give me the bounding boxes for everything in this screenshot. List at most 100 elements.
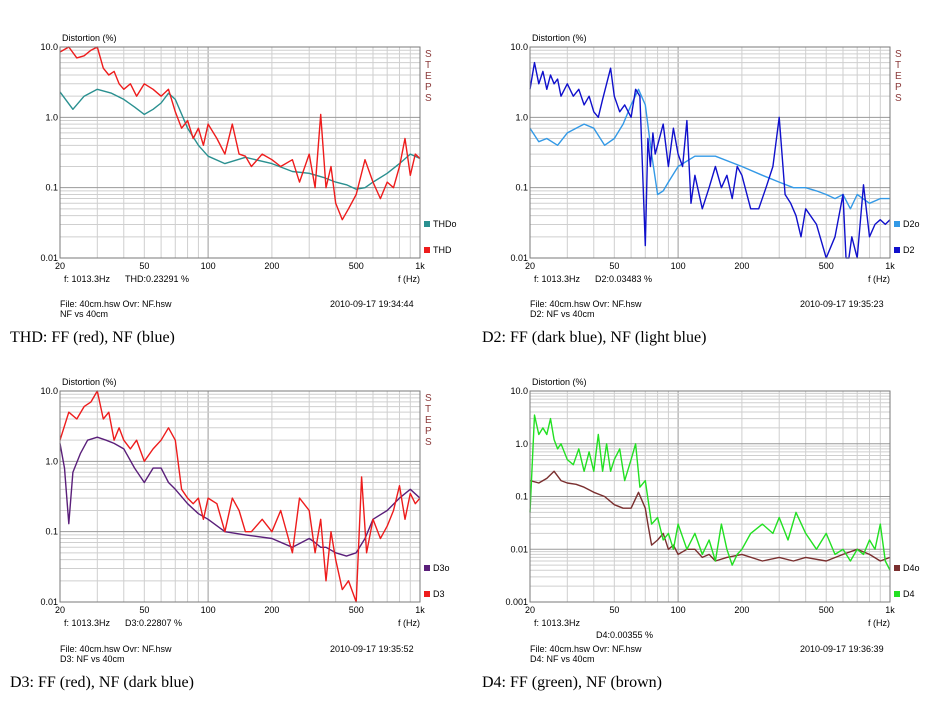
series-line-D2 — [529, 61, 891, 259]
steps-label-letter: S — [895, 49, 902, 60]
steps-label-letter: T — [895, 60, 901, 71]
steps-label-letter: E — [895, 71, 902, 82]
legend-swatch-D3 — [424, 591, 430, 597]
sub-line: D4: NF vs 40cm — [530, 654, 595, 664]
sub-line: D3: NF vs 40cm — [60, 654, 125, 664]
legend-label-D2: D2 — [903, 245, 915, 255]
legend-swatch-D2o — [894, 221, 900, 227]
x-tick-label: 20 — [55, 261, 65, 271]
timestamp: 2010-09-17 19:35:52 — [330, 644, 414, 654]
x-tick-label: 100 — [671, 261, 686, 271]
steps-label-letter: E — [425, 415, 432, 426]
caption-d2: D2: FF (dark blue), NF (light blue) — [482, 329, 707, 346]
y-tick-label: 0.1 — [45, 183, 58, 193]
legend-label-D3: D3 — [433, 589, 445, 599]
y-tick-label: 0.01 — [40, 597, 58, 607]
y-tick-label: 10.0 — [510, 42, 528, 52]
grid — [529, 391, 891, 603]
legend-label-THD: THD — [433, 245, 452, 255]
chart-panel-d3: Distortion (%) 10.0 1.0 0.1 0.01 20 50 100 200 50… — [0, 374, 460, 714]
x-axis-label: f (Hz) — [398, 618, 420, 628]
y-axis-label: Distortion (%) — [62, 377, 117, 387]
caption-d3: D3: FF (red), NF (dark blue) — [10, 674, 194, 691]
plot-frame — [59, 390, 421, 603]
plot-area — [530, 47, 890, 258]
y-tick-label: 0.001 — [505, 597, 528, 607]
sub-line: D2: NF vs 40cm — [530, 309, 595, 319]
x-axis-label: f (Hz) — [868, 618, 890, 628]
cursor-value: THD:0.23291 % — [125, 274, 190, 284]
timestamp: 2010-09-17 19:34:44 — [330, 299, 414, 309]
y-tick-label: 0.01 — [40, 253, 58, 263]
legend-label-D3o: D3o — [433, 563, 450, 573]
x-tick-label: 200 — [734, 261, 749, 271]
x-tick-label: 1k — [415, 261, 425, 271]
grid — [59, 47, 421, 259]
file-line: File: 40cm.hsw Ovr: NF.hsw — [60, 644, 172, 654]
legend-swatch-D4o — [894, 565, 900, 571]
cursor-value: D3:0.22807 % — [125, 618, 183, 628]
chart-panel-thd: Distortion (%) 10.0 1.0 0.1 0.01 20 50 100 200 50… — [0, 30, 460, 370]
x-tick-label: 100 — [201, 261, 216, 271]
plot-area — [60, 47, 420, 258]
y-tick-label: 0.01 — [510, 544, 528, 554]
x-tick-label: 100 — [201, 605, 216, 615]
x-tick-label: 200 — [264, 605, 279, 615]
caption-thd: THD: FF (red), NF (blue) — [10, 329, 175, 346]
x-tick-label: 1k — [885, 605, 895, 615]
sub-line: NF vs 40cm — [60, 309, 109, 319]
plot-area — [60, 391, 420, 602]
legend-label-THDo: THDo — [433, 219, 457, 229]
caption-d4: D4: FF (green), NF (brown) — [482, 674, 662, 691]
cursor-frequency: f: 1013.3Hz — [534, 274, 581, 284]
y-tick-label: 1.0 — [45, 112, 58, 122]
x-tick-label: 200 — [264, 261, 279, 271]
steps-label-letter: S — [895, 93, 902, 104]
series-line-D2o — [529, 88, 890, 210]
x-tick-label: 50 — [609, 261, 619, 271]
y-axis-label: Distortion (%) — [62, 33, 117, 43]
cursor-value: D4:0.00355 % — [596, 630, 654, 640]
timestamp: 2010-09-17 19:36:39 — [800, 644, 884, 654]
legend-label-D2o: D2o — [903, 219, 920, 229]
x-tick-label: 1k — [415, 605, 425, 615]
cursor-frequency: f: 1013.3Hz — [534, 618, 581, 628]
file-line: File: 40cm.hsw Ovr: NF.hsw — [60, 299, 172, 309]
file-line: File: 40cm.hsw Ovr: NF.hsw — [530, 299, 642, 309]
y-axis-label: Distortion (%) — [532, 33, 587, 43]
y-tick-label: 0.01 — [510, 253, 528, 263]
legend-swatch-THD — [424, 247, 430, 253]
steps-label-letter: S — [425, 49, 432, 60]
steps-label-letter: P — [895, 82, 902, 93]
chart-panel-d2: Distortion (%) 10.0 1.0 0.1 0.01 20 50 100 200 50… — [470, 30, 930, 370]
series-line-THD — [59, 46, 421, 221]
x-tick-label: 20 — [525, 605, 535, 615]
series-line-D4o — [529, 470, 891, 562]
x-axis-label: f (Hz) — [398, 274, 420, 284]
x-tick-label: 50 — [609, 605, 619, 615]
timestamp: 2010-09-17 19:35:23 — [800, 299, 884, 309]
y-tick-label: 0.1 — [515, 183, 528, 193]
x-tick-label: 20 — [55, 605, 65, 615]
x-tick-label: 200 — [734, 605, 749, 615]
x-tick-label: 1k — [885, 261, 895, 271]
series-line-THDo — [59, 88, 421, 190]
series-line-D3 — [59, 390, 421, 603]
legend-swatch-D3o — [424, 565, 430, 571]
plot-frame — [529, 46, 891, 259]
x-tick-label: 500 — [349, 261, 364, 271]
y-tick-label: 10.0 — [40, 386, 58, 396]
plot-frame — [59, 46, 421, 259]
x-tick-label: 50 — [139, 261, 149, 271]
steps-label-letter: P — [425, 426, 432, 437]
y-tick-label: 0.1 — [515, 492, 528, 502]
legend-swatch-D4 — [894, 591, 900, 597]
steps-label-letter: S — [425, 437, 432, 448]
steps-label-letter: S — [425, 93, 432, 104]
x-tick-label: 500 — [349, 605, 364, 615]
grid — [529, 47, 891, 259]
y-tick-label: 10.0 — [510, 386, 528, 396]
legend-label-D4o: D4o — [903, 563, 920, 573]
x-tick-label: 100 — [671, 605, 686, 615]
